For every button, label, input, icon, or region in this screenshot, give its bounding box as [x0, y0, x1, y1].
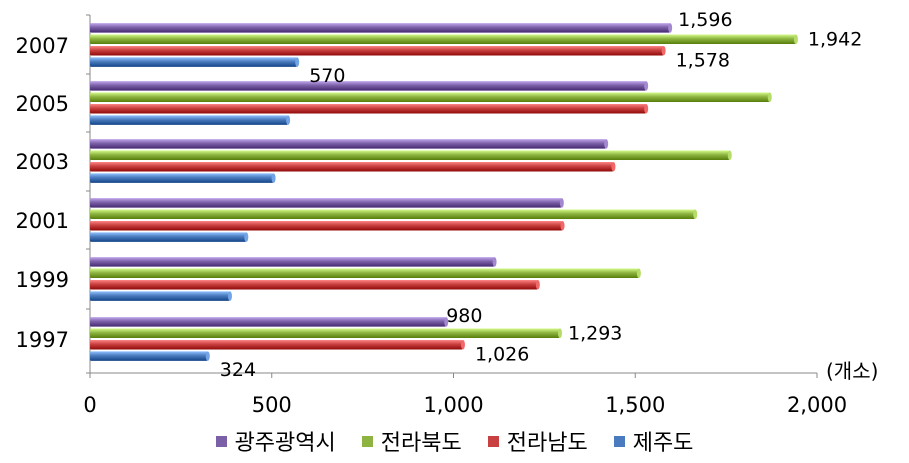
x-tick-label: 500 [252, 393, 292, 417]
x-tick-label: 1,000 [423, 393, 483, 417]
bar-cap [727, 150, 732, 161]
bar-cap [767, 92, 772, 103]
bar-1999-series-2 [90, 279, 538, 290]
legend: 광주광역시 전라북도 전라남도 제주도 [0, 425, 909, 457]
y-tick-label: 2003 [16, 150, 69, 174]
bar-1999-series-1 [90, 268, 639, 279]
legend-swatch [361, 435, 373, 447]
legend-item: 제주도 [613, 425, 694, 457]
x-tick-label: 0 [83, 393, 96, 417]
bar-cap [661, 45, 666, 56]
bar-cap [295, 57, 300, 67]
bar-cap [636, 268, 641, 279]
bar-cap [444, 317, 449, 327]
bar-2007-series-2 [90, 45, 664, 56]
data-label: 1,026 [475, 344, 529, 366]
bar-2001-series-2 [90, 220, 563, 231]
legend-swatch [487, 435, 499, 447]
y-tick-label: 2007 [16, 34, 69, 58]
data-label: 980 [446, 305, 482, 327]
bar-2003-series-1 [90, 150, 730, 161]
bar-cap [604, 139, 609, 149]
bar-cap [693, 209, 698, 220]
data-label: 324 [220, 359, 256, 381]
bar-cap [644, 103, 649, 114]
bar-cap [559, 198, 564, 208]
y-tick-label: 1999 [16, 268, 69, 292]
data-label: 1,293 [568, 322, 622, 344]
bar-2001-series-0 [90, 198, 562, 208]
data-label: 1,578 [676, 50, 730, 72]
unit-label: (개소) [826, 359, 878, 383]
bar-cap [271, 173, 276, 183]
y-tick-label: 2001 [16, 209, 69, 233]
y-tick-label: 2005 [16, 92, 69, 116]
bar-2005-series-1 [90, 92, 770, 103]
legend-swatch [215, 435, 227, 447]
x-tick-label: 1,500 [605, 393, 665, 417]
bar-2001-series-1 [90, 209, 696, 220]
legend-label: 광주광역시 [234, 431, 336, 456]
bar-cap [244, 232, 249, 242]
x-tick-label: 2,000 [787, 393, 847, 417]
bar-cap [558, 328, 563, 339]
bar-2005-series-2 [90, 103, 647, 114]
bar-2003-series-0 [90, 139, 607, 149]
bar-2007-series-0 [90, 23, 671, 33]
bar-cap [560, 220, 565, 231]
bar-cap [668, 23, 673, 33]
bar-cap [793, 34, 798, 45]
legend-item: 전라남도 [487, 425, 588, 457]
bar-1997-series-2 [90, 339, 463, 350]
bar-2001-series-3 [90, 232, 247, 242]
bar-2003-series-3 [90, 173, 274, 183]
legend-item: 전라북도 [361, 425, 462, 457]
bar-cap [611, 161, 616, 172]
bar-cap [535, 279, 540, 290]
bar-1997-series-0 [90, 317, 447, 327]
bar-1999-series-0 [90, 257, 495, 267]
bar-cap [286, 115, 291, 125]
data-label: 1,596 [678, 9, 732, 31]
bar-1997-series-1 [90, 328, 561, 339]
legend-label: 전라남도 [506, 431, 588, 456]
bar-cap [492, 257, 497, 267]
legend-item: 광주광역시 [215, 425, 336, 457]
bar-cap [205, 351, 210, 361]
bar-2007-series-3 [90, 57, 298, 67]
data-label: 570 [309, 65, 345, 87]
legend-swatch [613, 435, 625, 447]
bar-cap [227, 291, 232, 301]
bar-2003-series-2 [90, 161, 614, 172]
plot-area: 0 500 1,000 1,500 2,000 (개소) 1997 980 1,293 1,026… [16, 9, 879, 417]
data-label: 1,942 [808, 28, 862, 50]
bar-2007-series-1 [90, 34, 796, 45]
legend-label: 제주도 [632, 431, 694, 456]
bar-cap [460, 339, 465, 350]
bar-1999-series-3 [90, 291, 230, 301]
legend-label: 전라북도 [380, 431, 462, 456]
bar-cap [644, 81, 649, 91]
bar-1997-series-3 [90, 351, 208, 361]
y-tick-label: 1997 [16, 328, 69, 352]
bar-2005-series-3 [90, 115, 289, 125]
bar-2005-series-0 [90, 81, 647, 91]
